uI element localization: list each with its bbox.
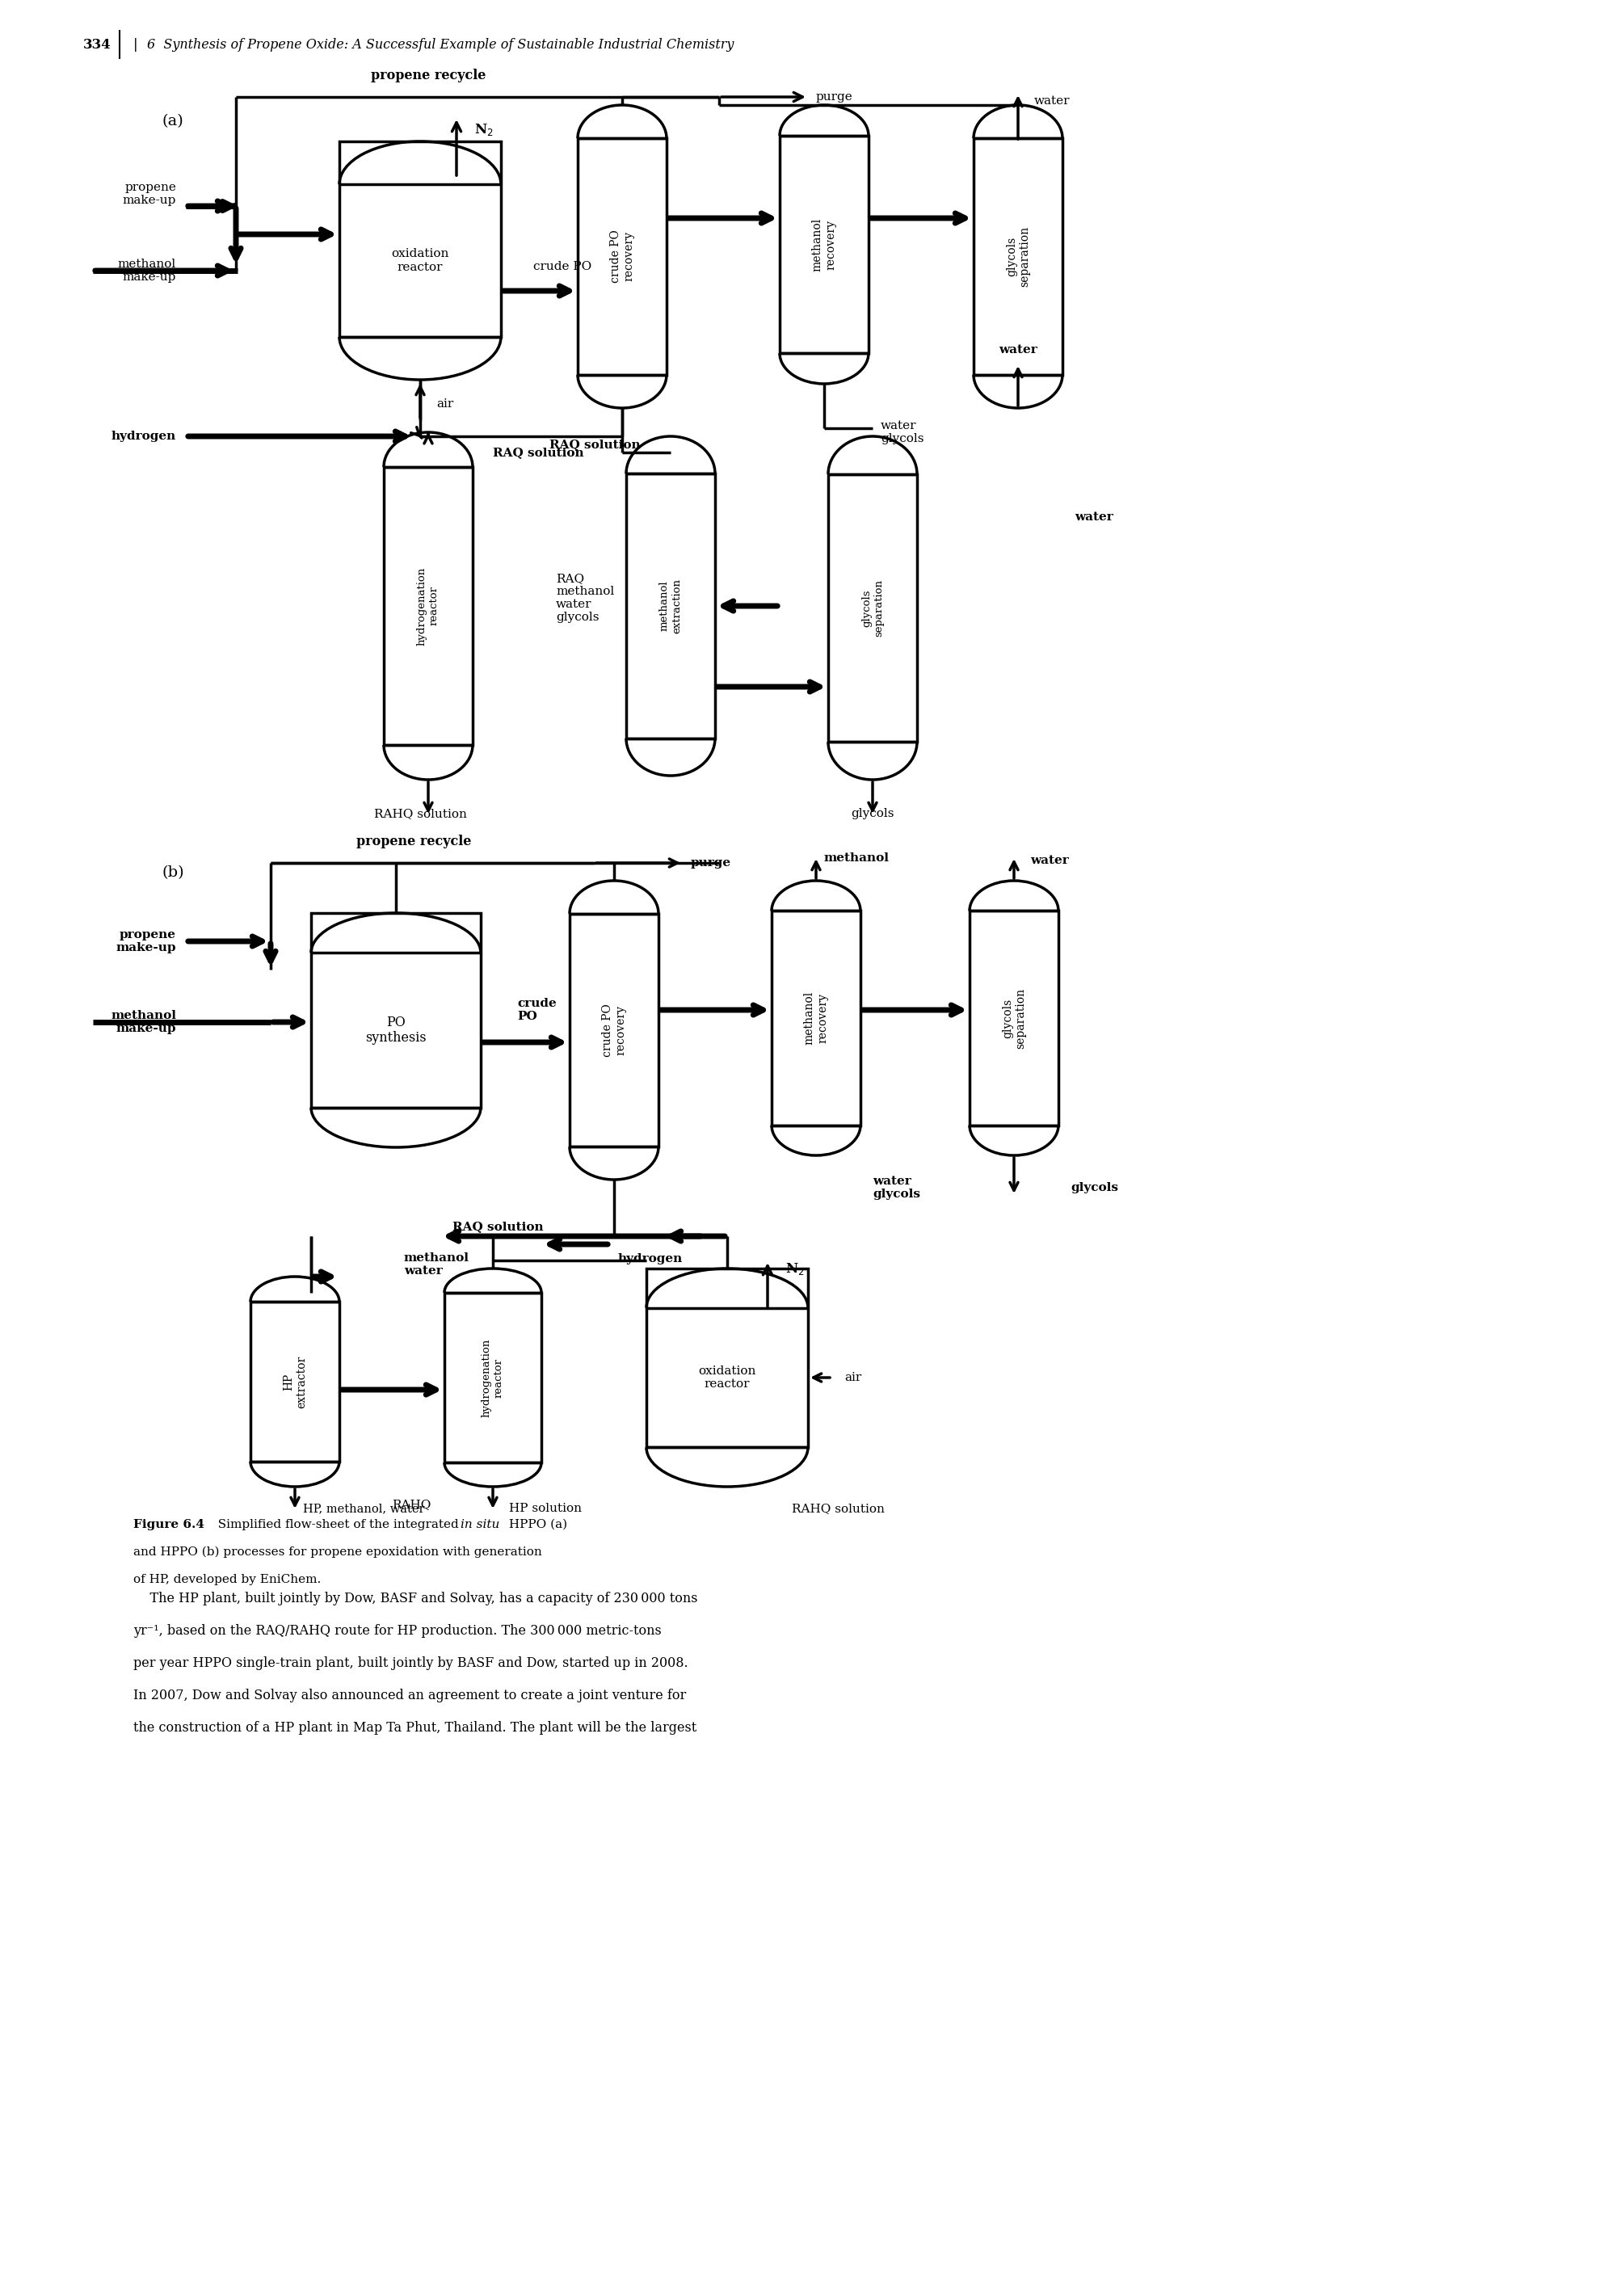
Text: glycols: glycols — [1070, 1181, 1119, 1193]
Text: The HP plant, built jointly by Dow, BASF and Solvay, has a capacity of 230 000 t: The HP plant, built jointly by Dow, BASF… — [133, 1591, 698, 1605]
Text: hydrogenation
reactor: hydrogenation reactor — [417, 568, 440, 645]
Text: 6  Synthesis of Propene Oxide: A Successful Example of Sustainable Industrial Ch: 6 Synthesis of Propene Oxide: A Successf… — [148, 37, 734, 50]
Text: purge: purge — [815, 92, 853, 103]
Text: propene
make-up: propene make-up — [115, 929, 175, 955]
Bar — [312, 913, 481, 1108]
Text: crude PO: crude PO — [533, 261, 591, 272]
Text: glycols
separation: glycols separation — [861, 579, 883, 636]
Bar — [771, 911, 861, 1126]
Bar — [570, 913, 658, 1147]
Bar — [339, 142, 500, 336]
Text: 334: 334 — [83, 37, 112, 50]
Text: In 2007, Dow and Solvay also announced an agreement to create a joint venture fo: In 2007, Dow and Solvay also announced a… — [133, 1689, 687, 1703]
Text: HP solution: HP solution — [508, 1504, 581, 1513]
Text: RAQ solution: RAQ solution — [492, 446, 585, 458]
Text: crude PO
recovery: crude PO recovery — [611, 229, 635, 284]
Text: oxidation
reactor: oxidation reactor — [391, 250, 448, 272]
Text: water: water — [999, 343, 1038, 355]
Text: methanol: methanol — [823, 852, 890, 863]
Text: (a): (a) — [162, 114, 184, 128]
Text: water
glycols: water glycols — [880, 421, 924, 444]
Text: hydrogenation
reactor: hydrogenation reactor — [482, 1339, 503, 1417]
Text: water: water — [1030, 854, 1069, 865]
Text: the construction of a HP plant in Map Ta Phut, Thailand. The plant will be the l: the construction of a HP plant in Map Ta… — [133, 1721, 697, 1735]
Text: HP, methanol, water: HP, methanol, water — [304, 1504, 424, 1513]
Bar — [974, 137, 1062, 375]
Bar — [970, 911, 1059, 1126]
Bar — [627, 474, 715, 739]
Bar — [646, 1268, 809, 1447]
Text: and HPPO (b) processes for propene epoxidation with generation: and HPPO (b) processes for propene epoxi… — [133, 1547, 542, 1559]
Text: Simplified flow-sheet of the integrated: Simplified flow-sheet of the integrated — [209, 1520, 463, 1531]
Bar — [383, 467, 473, 744]
Text: yr⁻¹, based on the RAQ/RAHQ route for HP production. The 300 000 metric-tons: yr⁻¹, based on the RAQ/RAHQ route for HP… — [133, 1623, 661, 1637]
Text: HP
extractor: HP extractor — [283, 1355, 307, 1408]
Text: RAQ solution: RAQ solution — [549, 439, 640, 451]
Text: oxidation
reactor: oxidation reactor — [698, 1367, 757, 1389]
Text: propene
make-up: propene make-up — [122, 181, 175, 206]
Text: purge: purge — [690, 858, 731, 868]
Text: glycols
separation: glycols separation — [1002, 987, 1026, 1048]
Text: crude PO
recovery: crude PO recovery — [603, 1003, 627, 1058]
Text: glycols: glycols — [851, 808, 895, 819]
Text: in situ: in situ — [461, 1520, 500, 1531]
Text: |: | — [133, 37, 138, 50]
Text: Figure 6.4: Figure 6.4 — [133, 1520, 205, 1531]
Text: RAHQ solution: RAHQ solution — [793, 1504, 885, 1513]
Text: RAHQ solution: RAHQ solution — [374, 808, 466, 819]
Text: RAHQ: RAHQ — [391, 1499, 430, 1511]
Text: methanol
make-up: methanol make-up — [110, 1009, 175, 1035]
Text: water: water — [1034, 96, 1070, 108]
Text: water: water — [1075, 510, 1112, 522]
Bar — [445, 1293, 541, 1463]
Text: PO
synthesis: PO synthesis — [365, 1016, 427, 1046]
Text: methanol
recovery: methanol recovery — [804, 991, 828, 1044]
Text: propene recycle: propene recycle — [356, 835, 471, 849]
Text: methanol
extraction: methanol extraction — [659, 579, 682, 634]
Bar — [828, 474, 918, 742]
Text: glycols
separation: glycols separation — [1005, 227, 1030, 286]
Text: methanol
water: methanol water — [404, 1252, 469, 1277]
Text: RAQ
methanol
water
glycols: RAQ methanol water glycols — [555, 572, 614, 623]
Text: hydrogen: hydrogen — [619, 1252, 684, 1264]
Text: air: air — [844, 1371, 861, 1383]
Bar — [578, 137, 666, 375]
Text: HPPO (a): HPPO (a) — [505, 1520, 567, 1531]
Text: hydrogen: hydrogen — [112, 430, 175, 442]
Text: propene recycle: propene recycle — [370, 69, 486, 82]
Text: N$_2$: N$_2$ — [474, 121, 494, 137]
Text: crude
PO: crude PO — [516, 998, 557, 1023]
Text: methanol
recovery: methanol recovery — [812, 217, 836, 270]
Text: (b): (b) — [162, 865, 184, 879]
Text: RAQ solution: RAQ solution — [453, 1220, 544, 1231]
Text: water
glycols: water glycols — [872, 1177, 921, 1199]
Bar — [780, 135, 869, 353]
Bar — [250, 1302, 339, 1460]
Text: air: air — [437, 398, 453, 410]
Text: of HP, developed by EniChem.: of HP, developed by EniChem. — [133, 1575, 322, 1586]
Text: N$_2$: N$_2$ — [786, 1261, 804, 1277]
Text: methanol
make-up: methanol make-up — [119, 259, 175, 284]
Text: per year HPPO single-train plant, built jointly by BASF and Dow, started up in 2: per year HPPO single-train plant, built … — [133, 1657, 689, 1671]
